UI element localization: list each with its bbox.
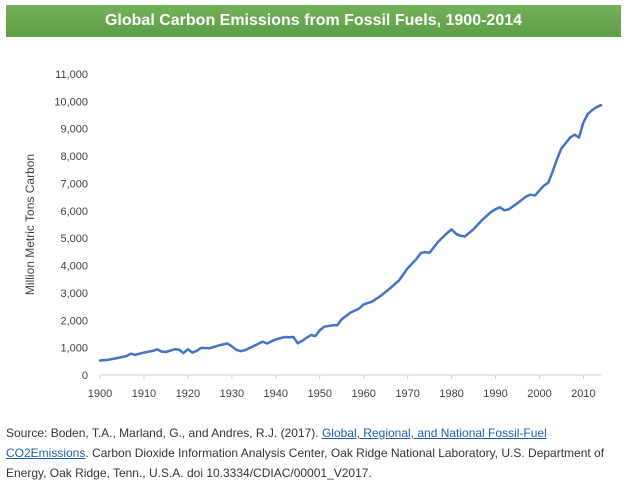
- y-tick-label: 4,000: [60, 261, 88, 273]
- x-tick-label: 1900: [88, 388, 112, 400]
- x-tick-label: 1960: [351, 388, 375, 400]
- series-layer: [98, 103, 603, 362]
- y-tick-label: 8,000: [60, 151, 88, 163]
- y-axis-title: Million Metric Tons Carbon: [23, 154, 37, 295]
- source-suffix: . Carbon Dioxide Information Analysis Ce…: [6, 446, 605, 480]
- line-chart: 1900 1910 1920 1930 1940 1950 1960 1970 1980 1990…: [23, 69, 603, 400]
- chart-title: Global Carbon Emissions from Fossil Fuel…: [104, 12, 523, 29]
- source-link[interactable]: Global, Regional, and National Fossil-Fu…: [6, 426, 547, 460]
- x-tick-label: 1970: [395, 388, 419, 400]
- x-tick-label: 1990: [483, 388, 507, 400]
- y-tick-label: 7,000: [60, 178, 88, 190]
- x-tick-label: 1950: [307, 388, 331, 400]
- y-tick-label: 6,000: [60, 206, 88, 218]
- x-tick-label: 2010: [571, 388, 595, 400]
- y-axis-ticks: 0 1,000 2,000 3,000 4,000 5,000 6,000 7,000 8,00…: [54, 69, 88, 382]
- chart-title-banner: Global Carbon Emissions from Fossil Fuel…: [6, 5, 621, 37]
- x-tick-label: 1980: [439, 388, 463, 400]
- y-tick-label: 11,000: [55, 69, 88, 81]
- y-tick-label: 2,000: [60, 315, 88, 327]
- y-tick-label: 5,000: [60, 233, 88, 245]
- y-tick-label: 0: [82, 370, 88, 382]
- x-axis-ticks: 1900 1910 1920 1930 1940 1950 1960 1970 1980 1990…: [88, 375, 596, 400]
- x-tick-label: 1910: [132, 388, 156, 400]
- chart-container: 1900 1910 1920 1930 1940 1950 1960 1970 1980 1990…: [0, 40, 629, 410]
- x-tick-label: 1930: [220, 388, 244, 400]
- series-line-emissions: [98, 103, 603, 362]
- y-tick-label: 3,000: [60, 288, 88, 300]
- y-tick-label: 10,000: [54, 96, 88, 108]
- y-tick-label: 9,000: [60, 124, 88, 136]
- source-citation: Source: Boden, T.A., Marland, G., and An…: [6, 423, 616, 483]
- x-tick-label: 1940: [264, 388, 288, 400]
- y-tick-label: 1,000: [60, 343, 88, 355]
- x-tick-label: 2000: [527, 388, 551, 400]
- source-prefix: Source: Boden, T.A., Marland, G., and An…: [6, 426, 322, 440]
- x-tick-label: 1920: [176, 388, 200, 400]
